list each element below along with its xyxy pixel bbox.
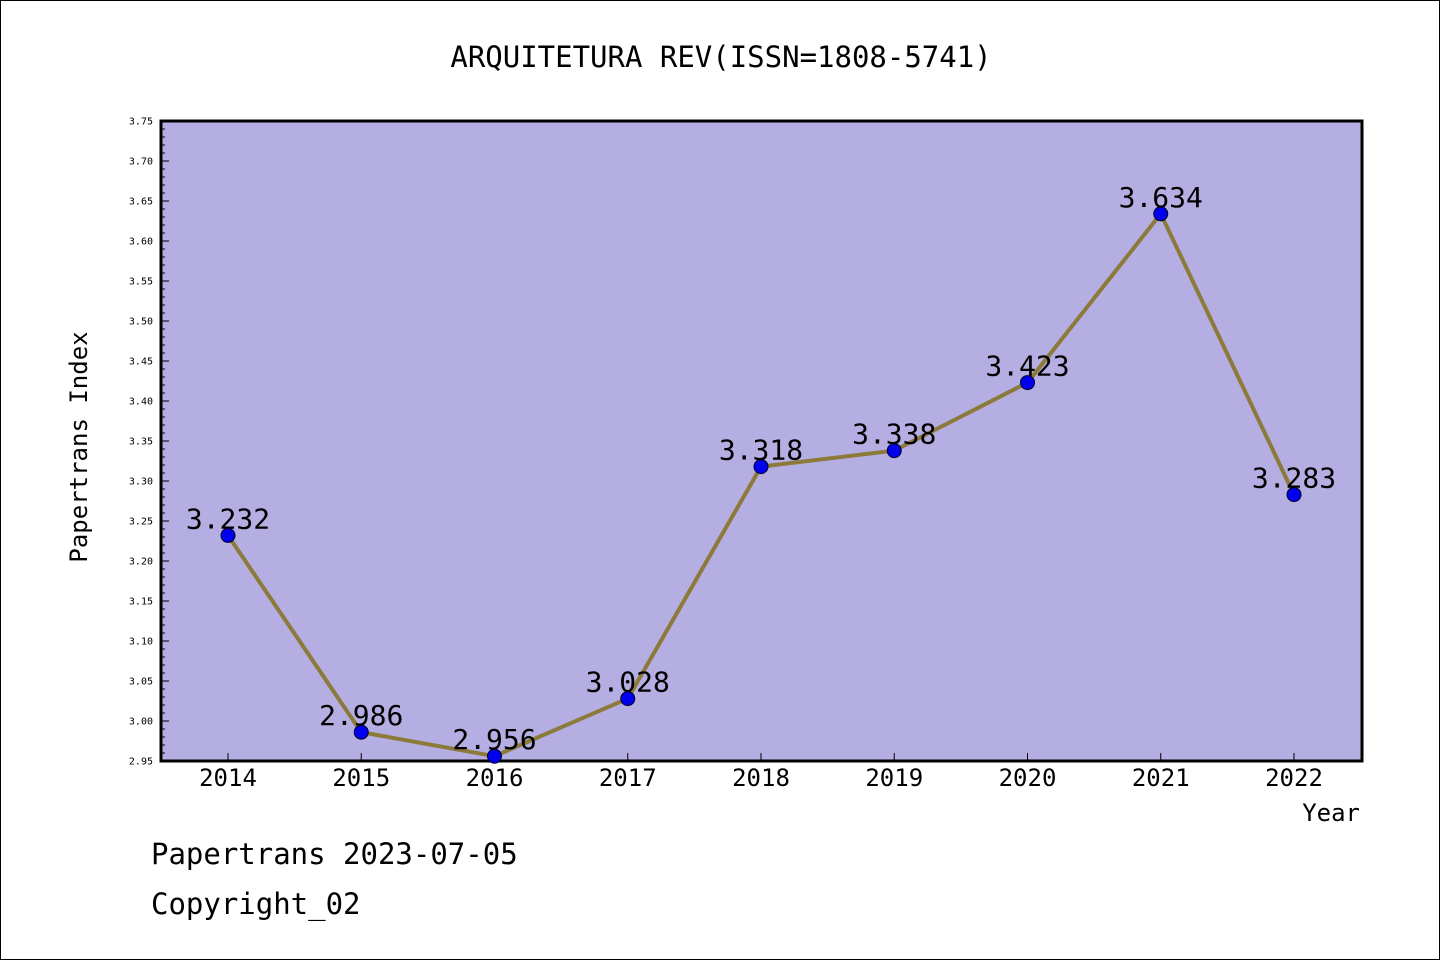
x-tick-label: 2021 [1132,764,1190,792]
chart-title: ARQUITETURA REV(ISSN=1808-5741) [450,40,991,74]
y-tick-label: 3.20 [129,557,153,568]
x-axis: 2014 2015 2016 2017 2018 2019 2020 2021 2022 [199,753,1323,792]
data-point [1286,487,1302,503]
y-tick-label: 3.15 [129,597,153,608]
y-tick-label: 3.35 [129,437,153,448]
data-point [620,691,636,707]
y-tick-label: 3.05 [129,677,153,688]
y-tick-label: 3.40 [129,397,153,408]
x-tick-label: 2014 [199,764,257,792]
y-tick-label: 3.55 [129,277,153,288]
data-point [753,459,769,475]
data-point [886,443,902,459]
data-point [353,724,369,740]
x-tick-label: 2017 [599,764,657,792]
y-tick-label: 3.70 [129,157,153,168]
y-tick-label: 3.65 [129,197,153,208]
data-label: 2.956 [452,723,536,756]
y-tick-label: 3.60 [129,237,153,248]
x-tick-label: 2018 [732,764,790,792]
data-label: 2.986 [319,699,403,732]
data-label: 3.318 [719,434,803,467]
y-tick-label: 3.00 [129,717,153,728]
y-axis: 2.95 3.00 3.05 3.10 3.15 3.20 3.25 3.30 3.35 3.40… [129,117,169,768]
y-tick-label: 3.30 [129,477,153,488]
y-tick-label: 3.25 [129,517,153,528]
data-point [1153,206,1169,222]
y-tick-label: 3.50 [129,317,153,328]
data-label: 3.423 [985,350,1069,383]
y-tick-label: 3.10 [129,637,153,648]
plot-area [159,119,1364,763]
x-tick-label: 2016 [466,764,524,792]
y-axis-label: Papertrans Index [65,331,93,562]
data-label: 3.232 [186,502,270,535]
y-tick-label: 2.95 [129,757,153,768]
x-axis-label: Year [1302,799,1360,827]
x-tick-label: 2019 [865,764,923,792]
data-point [220,527,236,543]
x-tick-label: 2020 [999,764,1057,792]
data-point [1020,375,1035,391]
data-label: 3.634 [1119,181,1203,214]
footer-copyright: Copyright_02 [151,887,361,921]
series-group: 3.232 2.986 2.956 3.028 3.318 3.338 3.423 3.634… [186,181,1336,764]
x-tick-label: 2022 [1265,764,1323,792]
footer-date: Papertrans 2023-07-05 [151,837,518,871]
data-label: 3.028 [586,666,670,699]
data-point [487,748,502,764]
x-tick-label: 2015 [332,764,390,792]
data-label: 3.283 [1252,462,1336,495]
y-tick-label: 3.45 [129,357,153,368]
y-tick-label: 3.75 [129,117,153,128]
data-label: 3.338 [852,418,936,451]
